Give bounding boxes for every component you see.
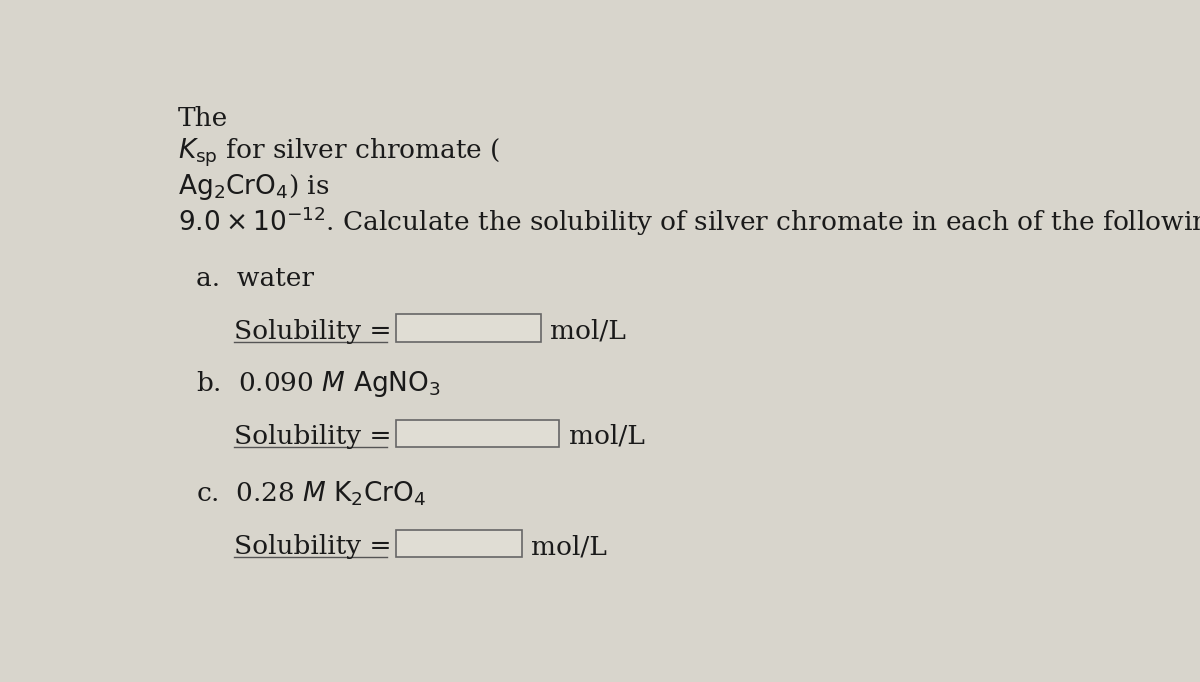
Text: c.  0.28 $M$ $\mathrm{K_2CrO_4}$: c. 0.28 $M$ $\mathrm{K_2CrO_4}$ <box>197 480 427 508</box>
Text: Solubility =: Solubility = <box>234 318 391 344</box>
FancyBboxPatch shape <box>396 530 522 557</box>
Text: $\mathrm{Ag_2CrO_4}$) is: $\mathrm{Ag_2CrO_4}$) is <box>178 172 330 202</box>
Text: $9.0 \times 10^{-12}$. Calculate the solubility of silver chromate in each of th: $9.0 \times 10^{-12}$. Calculate the sol… <box>178 204 1200 238</box>
FancyBboxPatch shape <box>396 314 541 342</box>
Text: The: The <box>178 106 228 131</box>
Text: Solubility =: Solubility = <box>234 534 391 559</box>
Text: Solubility =: Solubility = <box>234 424 391 449</box>
FancyBboxPatch shape <box>396 419 559 447</box>
Text: $K_{\mathrm{sp}}$ for silver chromate (: $K_{\mathrm{sp}}$ for silver chromate ( <box>178 136 500 169</box>
Text: b.  0.090 $M$ $\mathrm{AgNO_3}$: b. 0.090 $M$ $\mathrm{AgNO_3}$ <box>197 369 442 399</box>
Text: mol/L: mol/L <box>532 534 607 559</box>
Text: mol/L: mol/L <box>569 424 644 449</box>
Text: a.  water: a. water <box>197 266 314 291</box>
Text: mol/L: mol/L <box>550 318 625 344</box>
